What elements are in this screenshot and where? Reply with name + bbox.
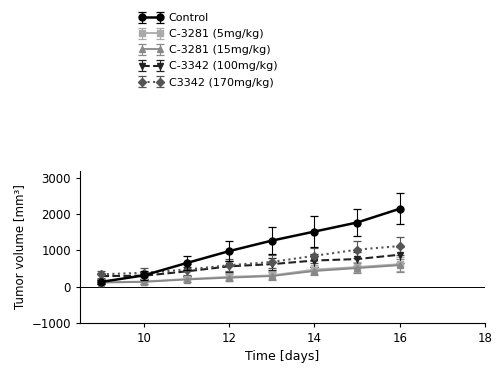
X-axis label: Time [days]: Time [days] — [246, 350, 320, 363]
Y-axis label: Tumor volume [mm³]: Tumor volume [mm³] — [13, 184, 26, 309]
Legend: Control, C-3281 (5mg/kg), C-3281 (15mg/kg), C-3342 (100mg/kg), C3342 (170mg/kg): Control, C-3281 (5mg/kg), C-3281 (15mg/k… — [134, 9, 282, 92]
